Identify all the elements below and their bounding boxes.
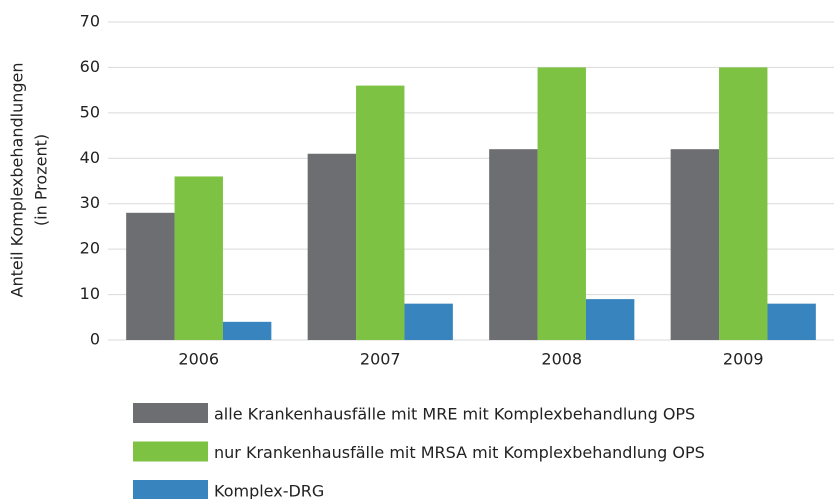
legend-swatch (133, 403, 208, 423)
legend-label: Komplex-DRG (214, 482, 324, 499)
legend-label: alle Krankenhausfälle mit MRE mit Komple… (214, 405, 695, 424)
bar (767, 303, 816, 340)
bar (307, 153, 357, 340)
bar (489, 149, 538, 340)
y-tick-label: 70 (80, 12, 100, 31)
bar (222, 321, 272, 340)
bar (356, 85, 405, 340)
bar (585, 299, 635, 340)
y-tick-label: 60 (80, 57, 100, 76)
y-axis-label: (in Prozent) (32, 134, 51, 226)
x-tick-label: 2007 (360, 350, 401, 369)
y-axis-label: Anteil Komplexbehandlungen (8, 63, 27, 298)
y-tick-label: 30 (80, 193, 100, 212)
bar (174, 176, 223, 340)
y-tick-label: 50 (80, 102, 100, 121)
y-tick-label: 20 (80, 239, 100, 258)
legend-swatch (133, 441, 208, 462)
x-tick-label: 2009 (723, 350, 764, 369)
bar (537, 67, 586, 340)
bar (670, 149, 720, 340)
legend-label: nur Krankenhausfälle mit MRSA mit Komple… (214, 443, 705, 462)
y-tick-label: 10 (80, 284, 100, 303)
legend-swatch (133, 480, 208, 499)
bar (404, 303, 453, 340)
y-tick-label: 0 (90, 330, 100, 349)
bar (719, 67, 768, 340)
x-tick-label: 2008 (541, 350, 582, 369)
x-tick-label: 2006 (178, 350, 219, 369)
bar (126, 212, 175, 340)
y-tick-label: 40 (80, 148, 100, 167)
